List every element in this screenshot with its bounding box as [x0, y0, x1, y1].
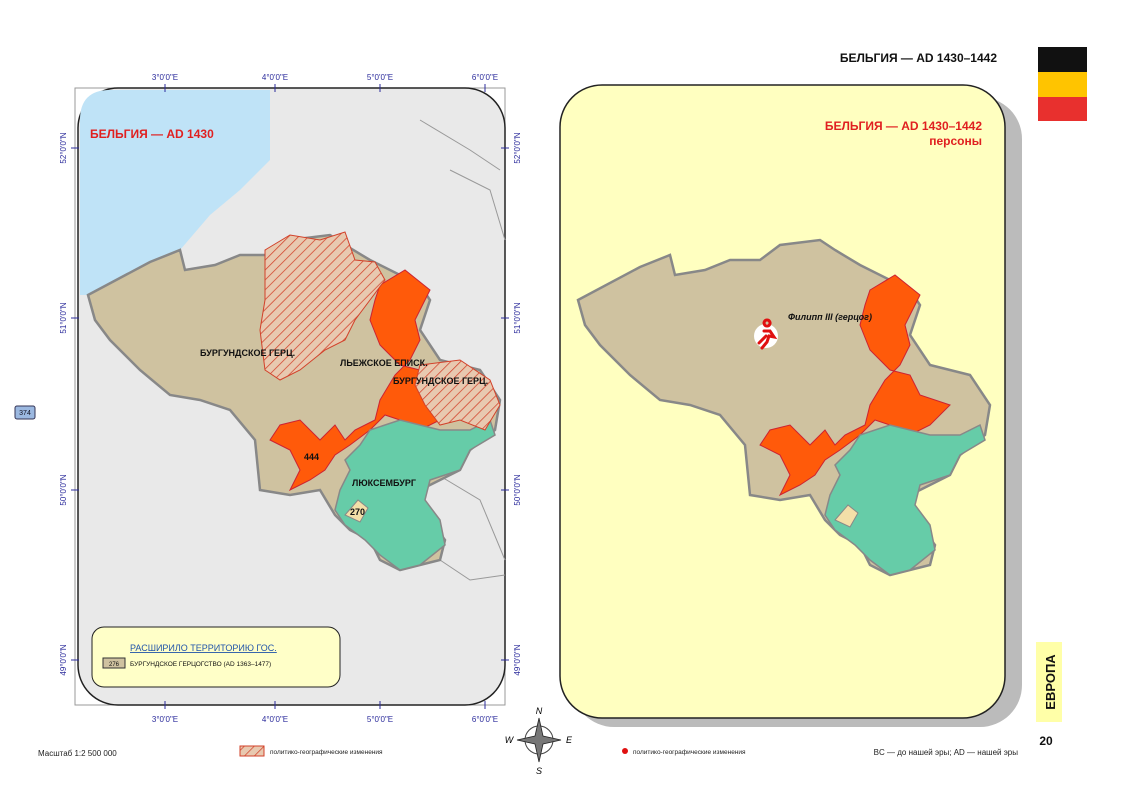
- legend-box: [91, 626, 341, 688]
- lat-tick-label: 51°0'0"N: [59, 302, 68, 333]
- hatch-swatch: [239, 745, 265, 757]
- legend-swatch: [102, 657, 126, 669]
- coordinate-ticks: 3°0'0"E 3°0'0"E 4°0'0"E 4°0'0"E 5°0'0"E 5°0'0…: [59, 73, 522, 724]
- right-map-title: БЕЛЬГИЯ — AD 1430–1442: [825, 119, 982, 133]
- lat-tick-label: 50°0'0"N: [59, 474, 68, 505]
- lon-tick-label: 3°0'0"E: [152, 73, 178, 82]
- legend-code: 276: [109, 662, 120, 668]
- lat-tick-label: 51°0'0"N: [513, 302, 522, 333]
- region-label: ЛЮКСЕМБУРГ: [352, 478, 416, 488]
- person-icon: [757, 318, 778, 350]
- lon-tick-label: 5°0'0"E: [367, 73, 393, 82]
- flag-red: [1038, 97, 1087, 121]
- lat-tick-label: 52°0'0"N: [513, 132, 522, 163]
- region-code: 444: [304, 452, 319, 462]
- sea: [80, 90, 270, 295]
- compass-n: N: [536, 706, 543, 716]
- flag-black: [1038, 47, 1087, 72]
- lon-tick-label: 6°0'0"E: [472, 73, 498, 82]
- badge-text: 374: [19, 410, 31, 417]
- page-number: 20: [1039, 734, 1053, 748]
- page-title: БЕЛЬГИЯ — AD 1430–1442: [840, 51, 997, 65]
- compass: N W E S: [505, 706, 573, 776]
- hatched-area: [259, 231, 386, 381]
- compass-w: W: [505, 735, 515, 745]
- person-label: Филипп III (герцог): [788, 312, 872, 322]
- compass-s: S: [536, 766, 542, 776]
- region-label: ЛЬЕЖСКОЕ ЕПИСК.: [340, 358, 428, 368]
- lat-tick-label: 50°0'0"N: [513, 474, 522, 505]
- flag-yellow: [1038, 72, 1087, 97]
- lon-tick-label: 3°0'0"E: [152, 715, 178, 724]
- lon-tick-label: 4°0'0"E: [262, 73, 288, 82]
- dot-note: политико-географические изменения: [633, 749, 746, 756]
- lat-tick-label: 49°0'0"N: [513, 644, 522, 675]
- lon-tick-label: 5°0'0"E: [367, 715, 393, 724]
- lat-tick-label: 52°0'0"N: [59, 132, 68, 163]
- section-name: ЕВРОПА: [1043, 654, 1058, 710]
- legend-text: БУРГУНДСКОЕ ГЕРЦОГСТВО (AD 1363–1477): [130, 661, 271, 668]
- region-code: 270: [350, 507, 365, 517]
- lon-tick-label: 6°0'0"E: [472, 715, 498, 724]
- borders: [419, 119, 506, 581]
- era-note: BC — до нашей эры; AD — нашей эры: [874, 748, 1019, 757]
- region-label: БУРГУНДСКОЕ ГЕРЦ.: [200, 348, 295, 358]
- left-map-title: БЕЛЬГИЯ — AD 1430: [90, 127, 214, 141]
- lat-tick-label: 49°0'0"N: [59, 644, 68, 675]
- scale: Масштаб 1:2 500 000: [38, 749, 117, 758]
- hatch-note: политико-географические изменения: [270, 749, 383, 756]
- legend-heading: РАСШИРИЛО ТЕРРИТОРИЮ ГОС.: [130, 643, 277, 653]
- hatched-area: [414, 359, 501, 431]
- right-map-subtitle: персоны: [929, 134, 982, 148]
- section-tab: [1036, 642, 1062, 722]
- region-label: БУРГУНДСКОЕ ГЕРЦ.: [393, 376, 488, 386]
- badge: [14, 405, 36, 420]
- compass-e: E: [566, 735, 573, 745]
- dot-swatch: [622, 748, 628, 754]
- lon-tick-label: 4°0'0"E: [262, 715, 288, 724]
